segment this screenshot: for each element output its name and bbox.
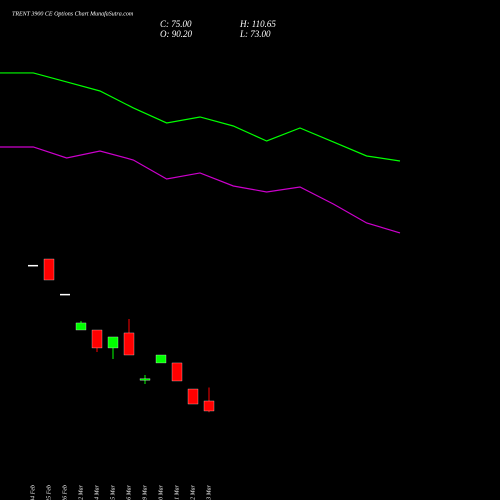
ohlc-label: L: 73.00	[239, 29, 271, 39]
x-tick-label: 13 Mar	[206, 484, 212, 500]
candle-body	[75, 322, 87, 331]
x-tick-label: 11 Mar	[174, 484, 180, 500]
x-tick-label: 04 Mar	[93, 484, 100, 500]
candle-body	[43, 258, 55, 281]
x-tick-label: 06 Mar	[126, 484, 132, 500]
x-tick-label: 02 Mar	[78, 484, 84, 500]
indicator-line	[0, 72, 401, 162]
candle-body	[171, 362, 183, 382]
candle-body	[187, 388, 199, 405]
chart-title: TRENT 3900 CE Options Chart MunafaSutra.…	[12, 10, 134, 17]
candle-body	[139, 378, 151, 381]
candle-body	[155, 354, 167, 364]
ohlc-label: O: 90.20	[160, 29, 192, 39]
x-tick-label: 10 Mar	[158, 484, 164, 500]
candle-body	[60, 293, 70, 296]
x-tick-label: 26 Feb	[62, 485, 68, 500]
ohlc-label: H: 110.65	[239, 19, 276, 29]
candle-body	[28, 264, 38, 267]
x-tick-label: 09 Mar	[142, 484, 148, 500]
candle-body	[123, 332, 135, 356]
indicator-line	[0, 146, 401, 234]
x-tick-label: 04 Feb	[29, 485, 36, 500]
x-tick-label: 12 Mar	[190, 484, 196, 500]
x-tick-label: 25 Feb	[46, 485, 52, 500]
x-tick-label: 05 Mar	[110, 484, 116, 500]
candle-body	[107, 336, 119, 349]
ohlc-label: C: 75.00	[160, 19, 192, 29]
candle-body	[91, 329, 103, 349]
candle-body	[203, 400, 215, 412]
